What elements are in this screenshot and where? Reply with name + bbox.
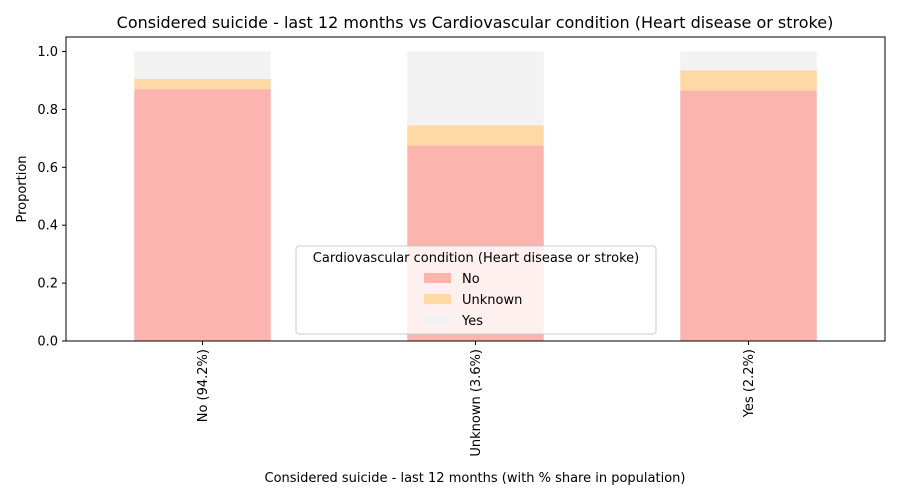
y-axis: 0.0 0.2 0.4 0.6 0.8 1.0: [37, 45, 66, 350]
bar-segment-no: [680, 90, 817, 341]
legend-swatch-yes: [424, 315, 451, 325]
bar-segment-yes: [680, 51, 817, 71]
y-tick-label: 1.0: [37, 45, 58, 60]
legend-box: [295, 245, 657, 335]
legend-swatch-unknown: [424, 294, 451, 304]
y-axis-label: Proportion: [15, 155, 30, 222]
chart-title: Considered suicide - last 12 months vs C…: [117, 13, 834, 32]
x-axis: No (94.2%) Unknown (3.6%) Yes (2.2%): [196, 341, 757, 457]
bar-segment-unknown: [407, 125, 544, 146]
bar-segment-yes: [407, 51, 544, 126]
legend-title: Cardiovascular condition (Heart disease …: [313, 251, 639, 266]
legend-swatch-no: [424, 273, 451, 283]
y-tick-label: 0.0: [37, 335, 58, 350]
bar-segment-unknown: [134, 78, 271, 90]
legend: Cardiovascular condition (Heart disease …: [295, 245, 657, 335]
legend-label-unknown: Unknown: [462, 293, 522, 308]
y-tick-label: 0.8: [37, 103, 58, 118]
y-tick-label: 0.4: [37, 219, 58, 234]
bar-segment-yes: [134, 51, 271, 79]
bar-segment-no: [134, 89, 271, 341]
bar-segment-unknown: [680, 70, 817, 91]
y-tick-label: 0.6: [37, 161, 58, 176]
x-tick-label: No (94.2%): [196, 349, 211, 422]
y-tick-label: 0.2: [37, 277, 58, 292]
x-axis-label: Considered suicide - last 12 months (wit…: [265, 471, 686, 486]
x-tick-label: Unknown (3.6%): [469, 349, 484, 457]
legend-label-yes: Yes: [461, 314, 483, 329]
legend-label-no: No: [462, 272, 480, 287]
x-tick-label: Yes (2.2%): [742, 349, 757, 418]
bars-layer: [134, 51, 817, 341]
